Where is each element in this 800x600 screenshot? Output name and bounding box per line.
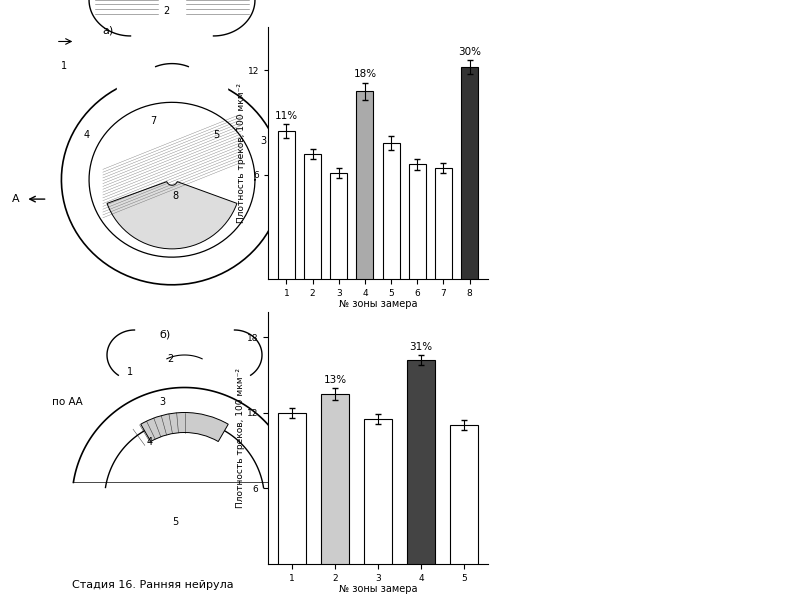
Bar [278, 413, 306, 564]
Wedge shape [141, 413, 228, 442]
Bar [364, 419, 392, 564]
Text: 4: 4 [147, 437, 153, 447]
X-axis label: № зоны замера: № зоны замера [338, 584, 418, 594]
Bar [357, 91, 374, 279]
Bar [304, 154, 321, 279]
Bar [409, 164, 426, 279]
Bar [382, 143, 399, 279]
Text: 1: 1 [127, 367, 133, 377]
Text: 3: 3 [261, 136, 266, 146]
Bar [321, 394, 349, 564]
Wedge shape [107, 182, 237, 249]
Text: 11%: 11% [275, 111, 298, 121]
Text: по АА: по АА [52, 397, 82, 407]
Text: 11: 11 [10, 22, 50, 50]
Text: 4: 4 [83, 130, 90, 140]
Text: Региональность СР
реакций у зародышей
травяной лягушки на
стадии ранней нейрулы:: Региональность СР реакций у зародышей тр… [523, 151, 722, 329]
Bar [450, 425, 478, 564]
Text: 6: 6 [269, 180, 275, 190]
Text: 31%: 31% [410, 343, 433, 352]
Y-axis label: Плотность треков, 100 мкм⁻²: Плотность треков, 100 мкм⁻² [238, 83, 246, 223]
Text: 13%: 13% [323, 375, 346, 385]
Text: 30%: 30% [458, 47, 481, 56]
Text: Стадия 16. Ранняя нейрула: Стадия 16. Ранняя нейрула [72, 580, 234, 589]
Text: 2: 2 [167, 355, 174, 364]
Text: 18%: 18% [354, 69, 377, 79]
Text: А: А [12, 194, 20, 204]
Bar [330, 173, 347, 279]
Y-axis label: Плотность треков, 100 мкм⁻²: Плотность треков, 100 мкм⁻² [236, 368, 246, 508]
Bar [407, 360, 435, 564]
Text: 7: 7 [150, 116, 156, 127]
Text: 5: 5 [172, 517, 178, 527]
Bar [461, 67, 478, 279]
Text: а): а) [103, 25, 114, 35]
Text: 5: 5 [214, 130, 220, 140]
Text: 1: 1 [62, 61, 67, 71]
Text: 2: 2 [164, 6, 170, 16]
Bar [435, 168, 452, 279]
Text: 3: 3 [159, 397, 166, 407]
X-axis label: № зоны замера: № зоны замера [338, 299, 418, 309]
Text: б): б) [159, 329, 170, 340]
Bar [278, 131, 295, 279]
Text: 8: 8 [172, 191, 178, 201]
